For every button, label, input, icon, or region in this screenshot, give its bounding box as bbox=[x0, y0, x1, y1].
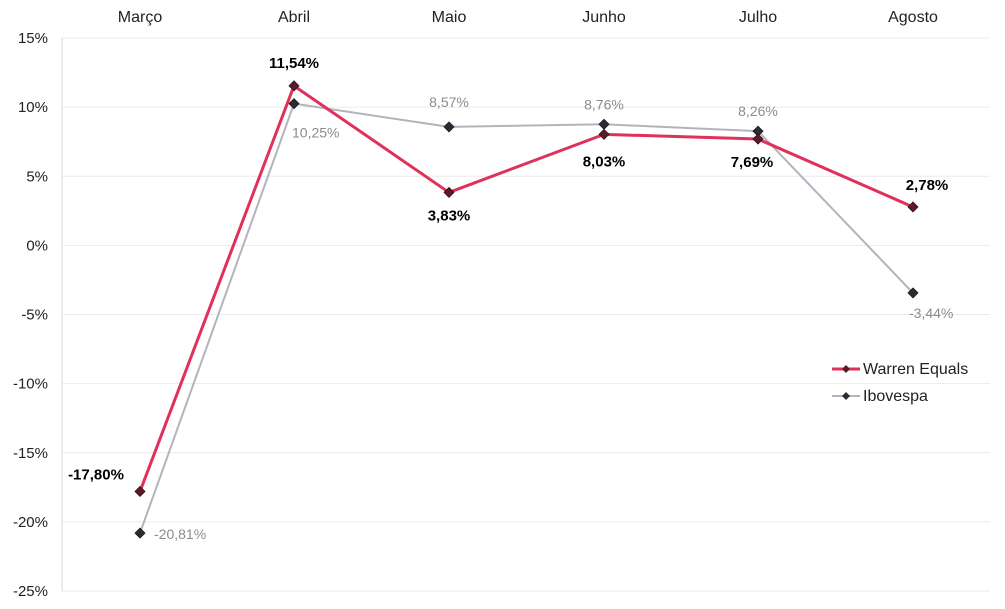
data-point-marker bbox=[134, 485, 146, 498]
y-tick-label: -20% bbox=[13, 514, 48, 531]
series-group bbox=[134, 80, 919, 539]
y-tick-label: -5% bbox=[21, 307, 48, 324]
data-point-marker bbox=[443, 121, 455, 133]
legend-marker bbox=[842, 392, 850, 400]
data-label: -20,81% bbox=[154, 526, 206, 542]
data-point-marker bbox=[134, 527, 146, 539]
x-tick-label: Julho bbox=[739, 9, 777, 26]
data-label: 2,78% bbox=[906, 177, 949, 194]
data-label: 8,26% bbox=[738, 103, 778, 119]
x-tick-label: Março bbox=[118, 9, 163, 26]
legend-label: Ibovespa bbox=[863, 388, 928, 405]
data-label: 8,57% bbox=[429, 94, 469, 110]
data-label: 8,03% bbox=[583, 153, 626, 170]
y-tick-label: 0% bbox=[26, 237, 48, 254]
y-tick-label: -25% bbox=[13, 583, 48, 600]
x-tick-label: Maio bbox=[432, 9, 467, 26]
x-tick-label: Abril bbox=[278, 9, 310, 26]
data-labels: -17,80% 11,54% 3,83% 8,03% 7,69% 2,78% -20,81%… bbox=[68, 55, 953, 542]
legend-marker bbox=[842, 365, 850, 373]
data-label: 7,69% bbox=[731, 154, 774, 171]
x-axis-categories: Março Abril Maio Junho Julho Agosto bbox=[118, 9, 938, 26]
data-label: 8,76% bbox=[584, 96, 624, 112]
data-point-marker bbox=[443, 186, 455, 198]
x-tick-label: Agosto bbox=[888, 9, 938, 26]
data-label: 3,83% bbox=[428, 207, 471, 224]
data-label: 11,54% bbox=[269, 55, 319, 72]
data-label: -17,80% bbox=[68, 466, 124, 483]
legend-entry[interactable]: Ibovespa bbox=[832, 388, 928, 405]
data-point-marker bbox=[907, 287, 919, 299]
series-line-warren-equals bbox=[138, 84, 914, 492]
data-point-marker bbox=[907, 201, 919, 213]
y-tick-label: 15% bbox=[18, 30, 48, 47]
x-tick-label: Junho bbox=[582, 9, 626, 26]
data-point-marker bbox=[288, 98, 300, 110]
data-point-marker bbox=[598, 118, 610, 130]
legend: Warren Equals Ibovespa bbox=[832, 361, 968, 405]
y-tick-label: -10% bbox=[13, 376, 48, 393]
y-axis: 15% 10% 5% 0% -5% -10% -15% -20% -25% bbox=[13, 30, 63, 600]
data-label: -3,44% bbox=[909, 305, 953, 321]
y-tick-label: 5% bbox=[26, 168, 48, 185]
data-point-marker bbox=[598, 128, 610, 140]
data-point-marker bbox=[752, 133, 764, 145]
gridlines bbox=[62, 37, 990, 592]
y-tick-label: -15% bbox=[13, 445, 48, 462]
legend-entry[interactable]: Warren Equals bbox=[832, 361, 968, 378]
data-label: 10,25% bbox=[292, 125, 339, 141]
legend-label: Warren Equals bbox=[863, 361, 968, 378]
series-line-ibovespa bbox=[139, 102, 914, 534]
data-point-marker bbox=[288, 80, 300, 92]
y-tick-label: 10% bbox=[18, 99, 48, 116]
